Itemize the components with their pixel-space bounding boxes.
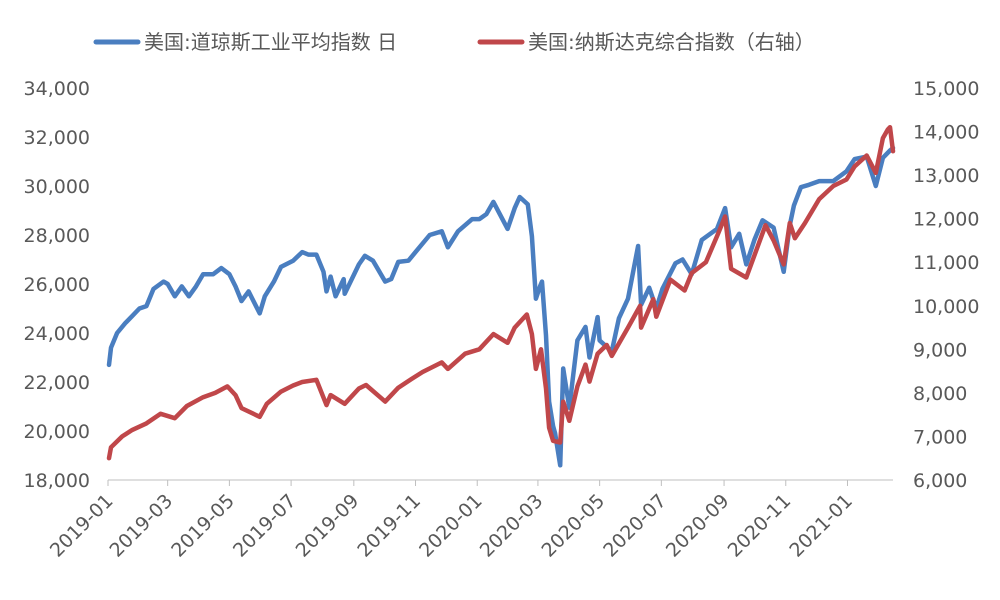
y-left-tick-label: 26,000 (24, 274, 90, 296)
x-tick-label: 2020-11 (724, 490, 796, 562)
y-right-tick-label: 8,000 (913, 383, 967, 405)
x-tick-label: 2019-11 (353, 490, 425, 562)
x-tick-label: 2020-01 (415, 490, 487, 562)
y-left-tick-label: 30,000 (24, 176, 90, 198)
x-tick-label: 2021-01 (785, 490, 857, 562)
y-left-tick-label: 20,000 (24, 421, 90, 443)
series-line-dow (106, 145, 896, 468)
legend-label-dow: 美国:道琼斯工业平均指数 日 (144, 30, 397, 54)
y-left-tick-label: 22,000 (24, 372, 90, 394)
x-tick-label: 2020-03 (476, 490, 548, 562)
series-line-nasdaq (106, 124, 896, 461)
y-left-tick-label: 34,000 (24, 78, 90, 100)
legend-label-nasdaq: 美国:纳斯达克综合指数（右轴） (528, 30, 815, 54)
legend: 美国:道琼斯工业平均指数 日 美国:纳斯达克综合指数（右轴） (93, 30, 815, 54)
y-left-tick-label: 32,000 (24, 127, 90, 149)
y-right-tick-label: 6,000 (913, 470, 967, 492)
y-right-tick-label: 9,000 (913, 339, 967, 361)
y-axis-right: 6,000 7,000 8,000 9,000 10,000 11,000 12,000 13… (913, 78, 979, 492)
y-right-tick-label: 13,000 (913, 165, 979, 187)
y-left-tick-label: 18,000 (24, 470, 90, 492)
y-axis-left: 18,000 20,000 22,000 24,000 26,000 28,000 30,0… (24, 78, 90, 492)
x-tick-label: 2020-09 (662, 490, 734, 562)
plot-area (106, 124, 896, 468)
y-right-tick-label: 11,000 (913, 252, 979, 274)
x-tick-label: 2019-01 (46, 490, 118, 562)
y-right-tick-label: 14,000 (913, 122, 979, 144)
y-left-tick-label: 24,000 (24, 323, 90, 345)
x-tick-label: 2020-07 (599, 490, 671, 562)
y-right-tick-label: 7,000 (913, 426, 967, 448)
y-right-tick-label: 12,000 (913, 209, 979, 231)
x-tick-label: 2020-05 (537, 490, 609, 562)
x-tick-label: 2019-05 (167, 490, 239, 562)
x-tick-label: 2019-07 (229, 490, 301, 562)
y-left-tick-label: 28,000 (24, 225, 90, 247)
x-axis: 2019-012019-032019-052019-072019-092019-… (46, 480, 857, 562)
x-tick-label: 2019-09 (292, 490, 364, 562)
y-right-tick-label: 10,000 (913, 296, 979, 318)
x-tick-label: 2019-03 (106, 490, 178, 562)
y-right-tick-label: 15,000 (913, 78, 979, 100)
